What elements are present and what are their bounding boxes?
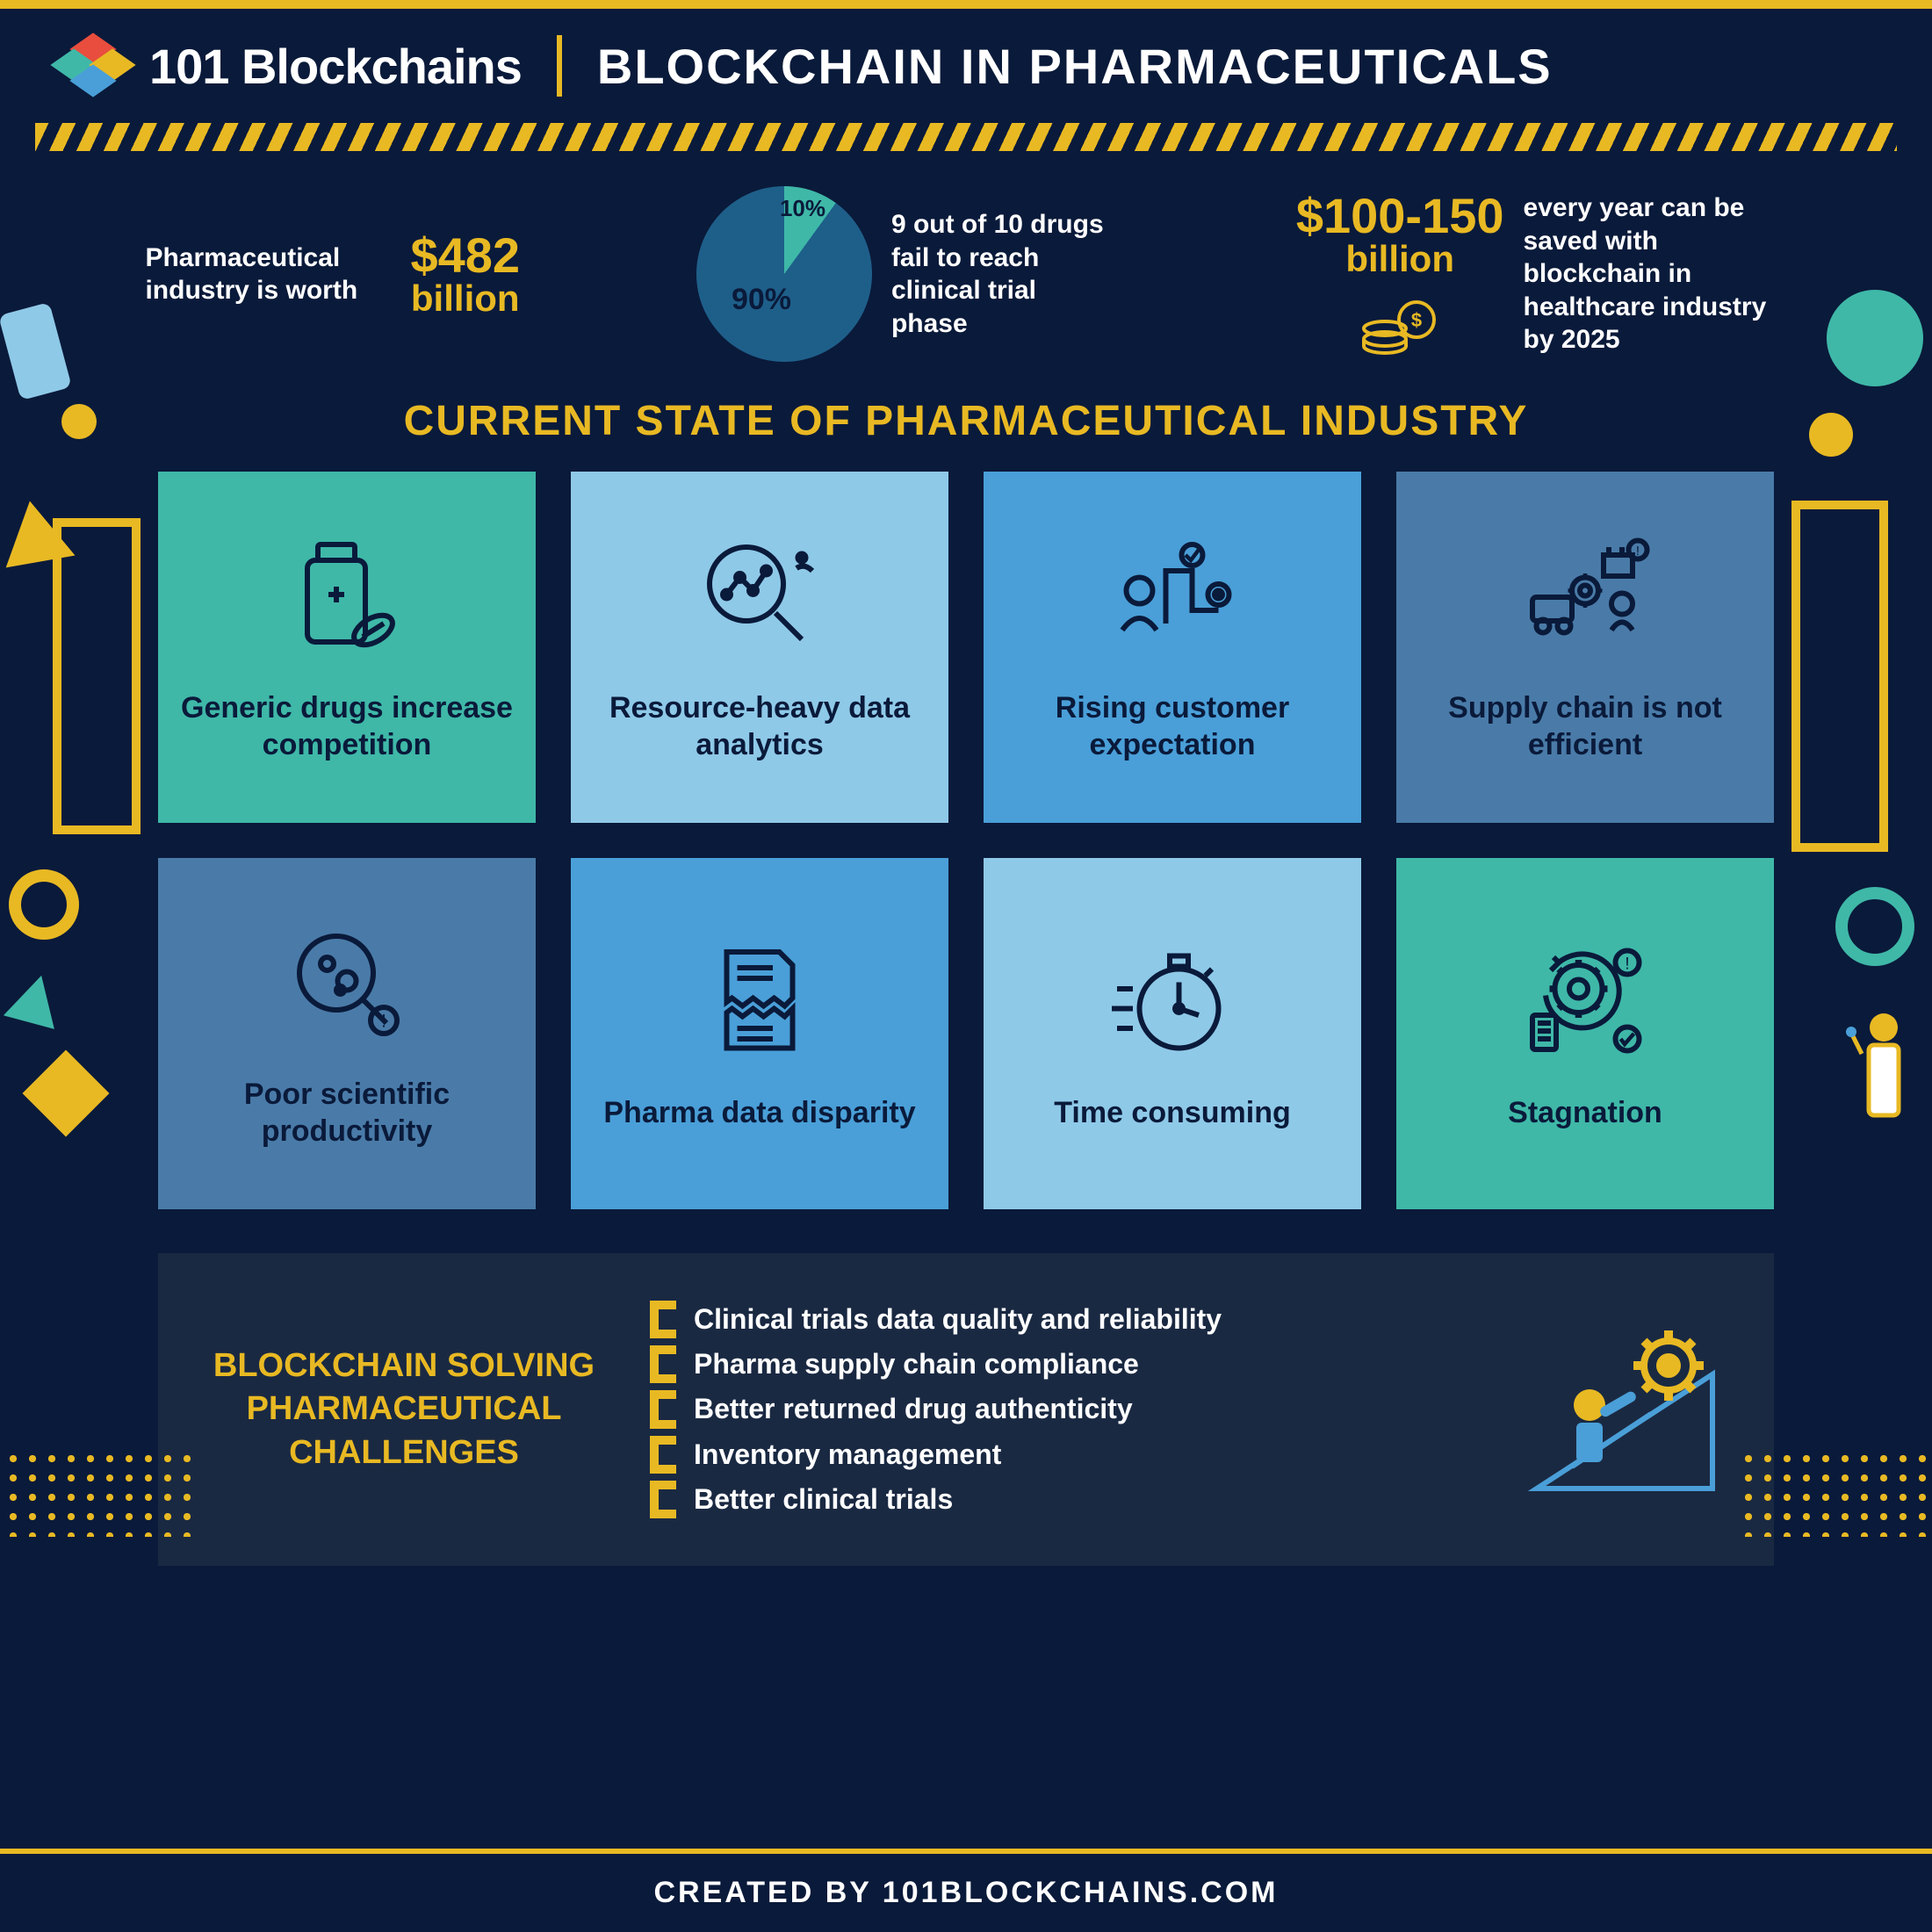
card-label: Time consuming (1054, 1094, 1291, 1132)
section-title: CURRENT STATE OF PHARMACEUTICAL INDUSTRY (0, 397, 1932, 445)
header-divider (557, 35, 562, 97)
state-card: Generic drugs increase competition (158, 472, 536, 823)
hash-stripe (35, 123, 1897, 151)
footer: CREATED BY 101BLOCKCHAINS.COM (0, 1849, 1932, 1932)
card-label: Generic drugs increase competition (176, 689, 518, 764)
microscope-icon: ! (281, 918, 413, 1049)
challenge-item: Inventory management (694, 1432, 1222, 1477)
state-card: Rising customer expectation (984, 472, 1361, 823)
pie-chart: 10% 90% (696, 186, 872, 362)
card-label: Stagnation (1508, 1094, 1662, 1132)
stat-save-value: $100-150 billion (1296, 191, 1504, 278)
stat-save: $100-150 billion $ every year can be sav… (1296, 191, 1787, 357)
stopwatch-icon (1107, 936, 1238, 1068)
card-label: Resource-heavy data analytics (588, 689, 931, 764)
stat-worth-value: $482 billion (410, 231, 520, 317)
state-card: ! Stagnation (1396, 858, 1774, 1209)
stats-row: Pharmaceutical industry is worth $482 bi… (0, 151, 1932, 388)
stat-worth-text: Pharmaceutical industry is worth (145, 242, 391, 307)
bottle-icon (281, 531, 413, 663)
challenge-item: Better returned drug authenticity (694, 1387, 1222, 1431)
brand-name: 101 Blockchains (149, 38, 522, 95)
card-label: Pharma data disparity (603, 1094, 915, 1132)
header: 101 Blockchains BLOCKCHAIN IN PHARMACEUT… (0, 9, 1932, 114)
challenges-list: Clinical trials data quality and reliabi… (676, 1297, 1222, 1522)
challenge-item: Clinical trials data quality and reliabi… (694, 1297, 1222, 1342)
stat-save-unit: billion (1296, 241, 1504, 278)
state-card: ! Poor scientific productivity (158, 858, 536, 1209)
state-card: ! Supply chain is not efficient (1396, 472, 1774, 823)
page-title: BLOCKCHAIN IN PHARMACEUTICALS (597, 38, 1553, 95)
card-label: Poor scientific productivity (176, 1076, 518, 1150)
stat-worth-number: $482 (410, 227, 520, 283)
stat-save-text: every year can be saved with blockchain … (1524, 191, 1787, 357)
stat-pie: 10% 90% 9 out of 10 drugs fail to reach … (696, 186, 1120, 362)
stat-save-number: $100-150 (1296, 188, 1504, 243)
challenge-item: Pharma supply chain compliance (694, 1342, 1222, 1387)
people-path-icon (1107, 531, 1238, 663)
magnifier-icon (694, 531, 825, 663)
torn-doc-icon (694, 936, 825, 1068)
coins-icon: $ (1360, 286, 1439, 357)
gear-cycle-icon: ! (1519, 936, 1651, 1068)
card-label: Rising customer expectation (1001, 689, 1344, 764)
climb-gear-icon (1528, 1322, 1721, 1497)
svg-text:!: ! (1625, 954, 1629, 973)
svg-text:!: ! (1636, 544, 1640, 559)
state-card: Resource-heavy data analytics (571, 472, 948, 823)
supply-icon: ! (1519, 531, 1651, 663)
stat-worth-unit: billion (410, 280, 520, 317)
dots-decoration-left (0, 1449, 193, 1537)
svg-text:$: $ (1411, 309, 1422, 331)
challenges-title: BLOCKCHAIN SOLVING PHARMACEUTICAL CHALLE… (211, 1344, 597, 1474)
svg-text:!: ! (381, 1011, 386, 1031)
brand-logo: 101 Blockchains (53, 35, 522, 97)
dots-decoration-right (1739, 1449, 1932, 1537)
pie-label-10: 10% (780, 195, 825, 222)
state-card: Pharma data disparity (571, 858, 948, 1209)
challenge-item: Better clinical trials (694, 1477, 1222, 1522)
bracket-icon (650, 1297, 676, 1522)
pie-label-90: 90% (732, 283, 791, 317)
challenges-list-wrap: Clinical trials data quality and reliabi… (650, 1297, 1475, 1522)
cards-grid: Generic drugs increase competition Resour… (0, 472, 1932, 1209)
state-card: Time consuming (984, 858, 1361, 1209)
logo-cubes-icon (53, 35, 132, 97)
stat-worth: Pharmaceutical industry is worth $482 bi… (145, 231, 520, 317)
challenges-panel: BLOCKCHAIN SOLVING PHARMACEUTICAL CHALLE… (158, 1253, 1774, 1566)
card-label: Supply chain is not efficient (1414, 689, 1756, 764)
stat-fail-text: 9 out of 10 drugs fail to reach clinical… (891, 208, 1120, 340)
